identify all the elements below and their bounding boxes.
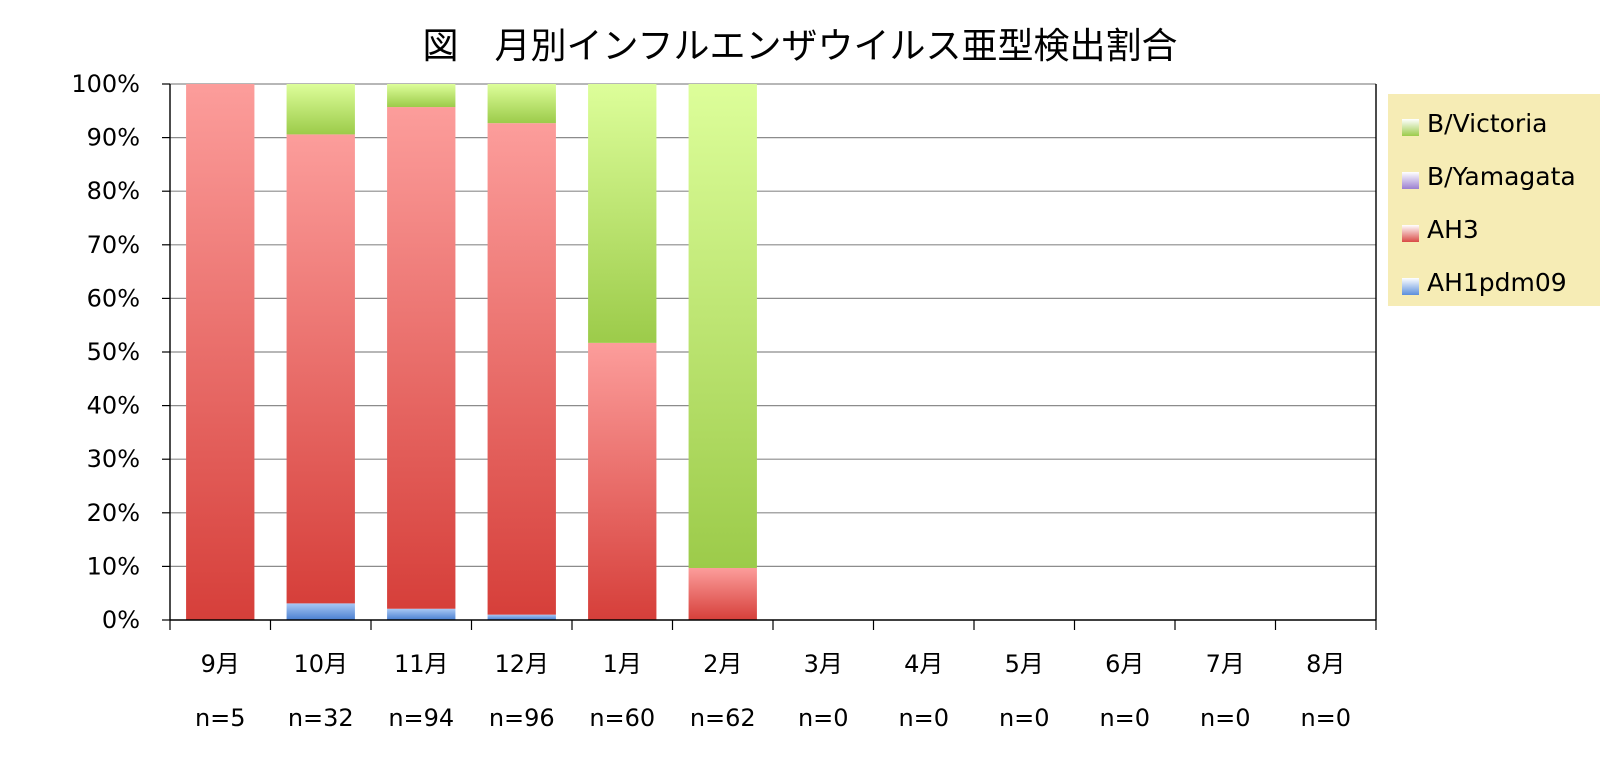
- y-tick-label: 30%: [87, 445, 140, 473]
- sample-size-label: n=0: [1099, 704, 1150, 732]
- bar-segment-b-victoria: [688, 84, 757, 569]
- bar-segment-ah1pdm09: [487, 614, 556, 620]
- y-tick-label: 40%: [87, 392, 140, 420]
- chart-title: 図 月別インフルエンザウイルス亜型検出割合: [422, 26, 1178, 67]
- sample-size-label: n=0: [798, 704, 849, 732]
- x-category-label: 8月: [1306, 650, 1345, 678]
- grid-layer: [170, 83, 1376, 568]
- bar-segment-ah1pdm09: [286, 603, 355, 620]
- bar-segment-ah1pdm09: [387, 608, 456, 620]
- x-category-label: 2月: [703, 650, 742, 678]
- x-category-label: 9月: [201, 650, 240, 678]
- legend-item-b-yamagata: B/Yamagata: [1402, 161, 1576, 191]
- bar-segment-b-victoria: [487, 84, 556, 124]
- sample-size-label: n=32: [288, 704, 354, 732]
- bar-segment-b-victoria: [588, 84, 657, 343]
- y-tick-label: 100%: [71, 70, 140, 98]
- y-tick-label: 20%: [87, 499, 140, 527]
- legend-label: B/Yamagata: [1427, 161, 1576, 191]
- bar-segment-b-victoria: [387, 84, 456, 108]
- legend: B/Victoria B/Yamagata AH3 AH1pdm09: [1388, 94, 1600, 306]
- sample-size-label: n=62: [690, 704, 756, 732]
- legend-swatch: [1402, 224, 1419, 242]
- y-tick-label: 0%: [102, 606, 140, 634]
- bar-segment-ah3: [286, 134, 355, 604]
- legend-item-b-victoria: B/Victoria: [1402, 108, 1547, 138]
- bar-segment-b-victoria: [286, 84, 355, 135]
- legend-label: AH1pdm09: [1427, 267, 1567, 297]
- legend-swatch: [1402, 277, 1419, 295]
- y-tick-label: 70%: [87, 231, 140, 259]
- x-category-label: 7月: [1206, 650, 1245, 678]
- legend-item-ah3: AH3: [1402, 214, 1479, 244]
- sample-size-label: n=94: [388, 704, 454, 732]
- bars-layer: [186, 84, 757, 620]
- bar-segment-ah3: [387, 107, 456, 609]
- legend-swatch: [1402, 171, 1419, 189]
- sample-size-label: n=0: [1300, 704, 1351, 732]
- y-tick-label: 60%: [87, 284, 140, 312]
- legend-swatch: [1402, 118, 1419, 136]
- x-category-label: 6月: [1105, 650, 1144, 678]
- bar-segment-ah3: [487, 123, 556, 615]
- legend-label: B/Victoria: [1427, 108, 1548, 138]
- y-tick-label: 90%: [87, 124, 140, 152]
- x-category-label: 1月: [603, 650, 642, 678]
- sample-size-label: n=0: [1200, 704, 1251, 732]
- x-category-label: 11月: [394, 650, 449, 678]
- y-tick-label: 50%: [87, 338, 140, 366]
- x-category-label: 4月: [904, 650, 943, 678]
- bar-segment-ah3: [688, 568, 757, 620]
- bar-segment-ah3: [186, 84, 255, 620]
- bar-segment-ah3: [588, 342, 657, 620]
- x-category-label: 10月: [293, 650, 348, 678]
- y-tick-label: 80%: [87, 177, 140, 205]
- labels-layer: 0% 10% 20% 30% 40% 50% 60% 70% 80% 90% 100% 9月 n=5 10…: [71, 70, 1351, 732]
- sample-size-label: n=5: [195, 704, 246, 732]
- legend-item-ah1pdm09: AH1pdm09: [1402, 267, 1567, 297]
- axis-layer: [162, 83, 1377, 630]
- x-category-label: 5月: [1005, 650, 1044, 678]
- y-tick-label: 10%: [87, 552, 140, 580]
- sample-size-label: n=0: [999, 704, 1050, 732]
- sample-size-label: n=96: [489, 704, 555, 732]
- sample-size-label: n=60: [589, 704, 655, 732]
- x-category-label: 12月: [494, 650, 549, 678]
- sample-size-label: n=0: [898, 704, 949, 732]
- legend-label: AH3: [1427, 214, 1479, 244]
- x-category-label: 3月: [804, 650, 843, 678]
